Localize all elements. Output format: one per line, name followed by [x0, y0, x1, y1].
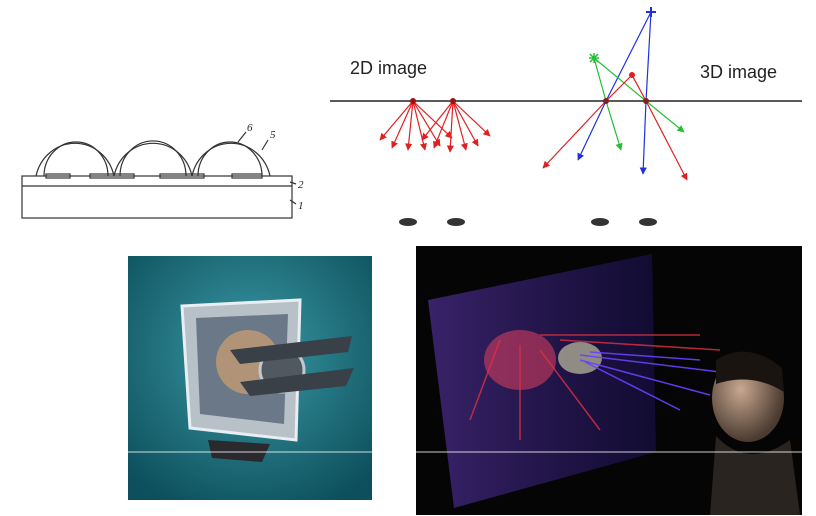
shape [446, 100, 454, 153]
shape [447, 218, 465, 226]
shape [421, 100, 454, 141]
rays-3d [542, 11, 688, 181]
shape [412, 100, 453, 139]
shape [539, 349, 601, 431]
shape [379, 100, 414, 141]
patent-figure: 6 5 2 1 [21, 122, 304, 219]
pixel-dot [603, 98, 609, 104]
red-point [629, 72, 635, 78]
eyes [399, 218, 657, 226]
pixel [231, 173, 263, 179]
shape [639, 11, 652, 175]
leader [289, 181, 297, 185]
shape [589, 351, 701, 361]
label: 1 [298, 200, 304, 212]
shape [559, 339, 721, 351]
pixel [89, 173, 135, 179]
lens-outer [35, 142, 271, 177]
label-3d: 3D image [700, 62, 777, 82]
shape [399, 218, 417, 226]
shape [433, 100, 454, 149]
pixel-dot [450, 98, 456, 104]
shape [208, 440, 270, 462]
shape [593, 57, 623, 151]
shape [558, 342, 602, 374]
shape [412, 100, 441, 147]
shape [639, 218, 657, 226]
shape [716, 351, 784, 392]
shape [577, 11, 652, 161]
pixel [45, 173, 71, 179]
shape [405, 100, 414, 151]
leader [237, 131, 247, 143]
shape [579, 351, 721, 411]
shape [710, 436, 800, 515]
leader [261, 139, 269, 151]
shape [452, 100, 479, 147]
monitor-image [128, 256, 372, 500]
shape [593, 57, 685, 133]
shape [579, 354, 721, 373]
display-diagram: 2D image 3D image [330, 7, 802, 226]
shape [591, 218, 609, 226]
label: 6 [247, 122, 253, 134]
volumetric-image [416, 246, 802, 515]
label-2d: 2D image [350, 58, 427, 78]
leader [289, 199, 297, 205]
pixel-dot [410, 98, 416, 104]
label: 5 [270, 129, 276, 141]
shape [469, 334, 721, 440]
pixel [159, 173, 205, 179]
rays-2d [379, 100, 491, 153]
shape [542, 74, 633, 169]
shape [452, 100, 491, 137]
shape [452, 100, 468, 151]
shape [579, 359, 711, 396]
shape [240, 368, 354, 396]
shape [584, 361, 681, 411]
shape [412, 100, 427, 151]
substrate [21, 175, 293, 219]
green-point [589, 53, 599, 63]
label: 2 [298, 179, 304, 191]
shape [469, 339, 501, 421]
shape [391, 100, 414, 149]
blue-point [646, 7, 656, 17]
pixel-dot [643, 98, 649, 104]
shape [230, 336, 352, 364]
lens-inner [43, 140, 263, 177]
